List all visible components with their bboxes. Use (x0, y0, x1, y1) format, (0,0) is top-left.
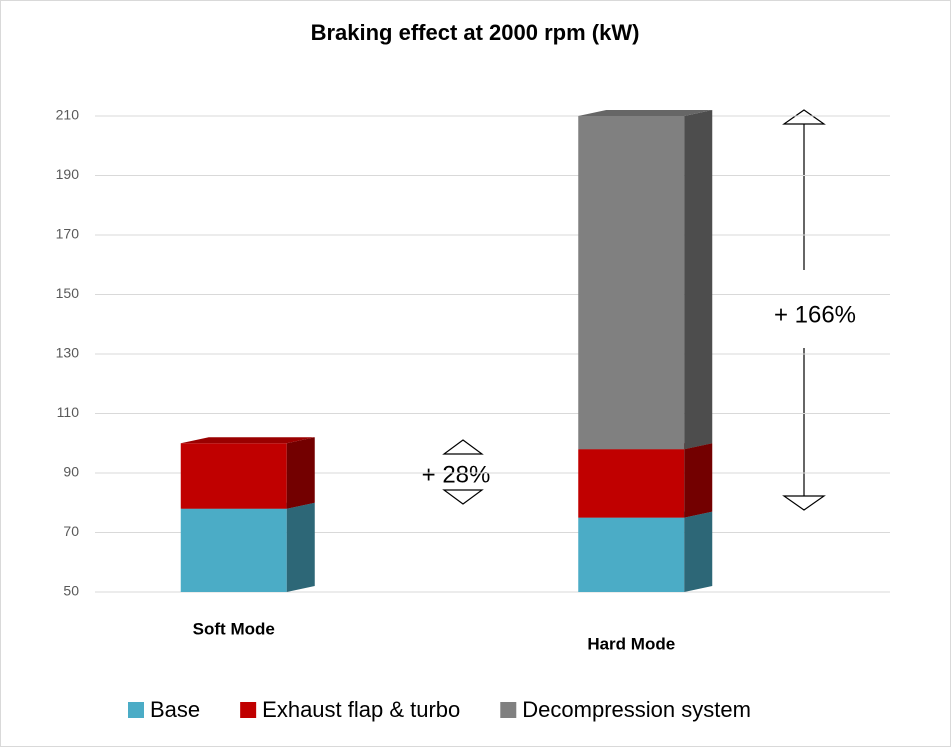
bar-side (684, 443, 713, 518)
annotation: + 166% (774, 301, 856, 328)
bar-top (578, 110, 713, 116)
bar-segment (180, 508, 287, 592)
y-tick-label: 90 (63, 464, 79, 480)
x-tick-label: Soft Mode (193, 619, 275, 638)
legend-swatch (240, 702, 257, 718)
y-tick-label: 210 (56, 107, 80, 123)
chart-title: Braking effect at 2000 rpm (kW) (311, 20, 640, 45)
legend-label: Decompression system (522, 697, 751, 722)
y-tick-label: 170 (56, 226, 80, 242)
arrow-head (782, 495, 826, 511)
x-tick-label: Hard Mode (587, 634, 675, 653)
bar-segment (578, 449, 685, 518)
bar-segment (578, 517, 685, 592)
legend-swatch (500, 702, 517, 718)
bar-side (684, 110, 713, 450)
legend-swatch (128, 702, 144, 718)
bar-segment (578, 116, 685, 450)
y-tick-label: 130 (56, 345, 80, 361)
y-tick-label: 70 (63, 523, 79, 539)
y-tick-label: 50 (63, 583, 79, 599)
bar-side (684, 511, 713, 592)
y-tick-label: 190 (56, 166, 80, 182)
bar-segment (180, 443, 287, 509)
legend-label: Base (150, 697, 200, 722)
arrow-head (442, 489, 484, 505)
annotation: + 28% (422, 461, 491, 488)
arrow-head (442, 439, 484, 455)
annotation-arrows (442, 109, 826, 511)
bar-top (180, 437, 315, 444)
bar-side (286, 502, 315, 592)
bar-side (286, 437, 315, 509)
legend-label: Exhaust flap & turbo (262, 697, 460, 722)
y-tick-label: 110 (57, 404, 80, 420)
y-tick-label: 150 (56, 285, 80, 301)
